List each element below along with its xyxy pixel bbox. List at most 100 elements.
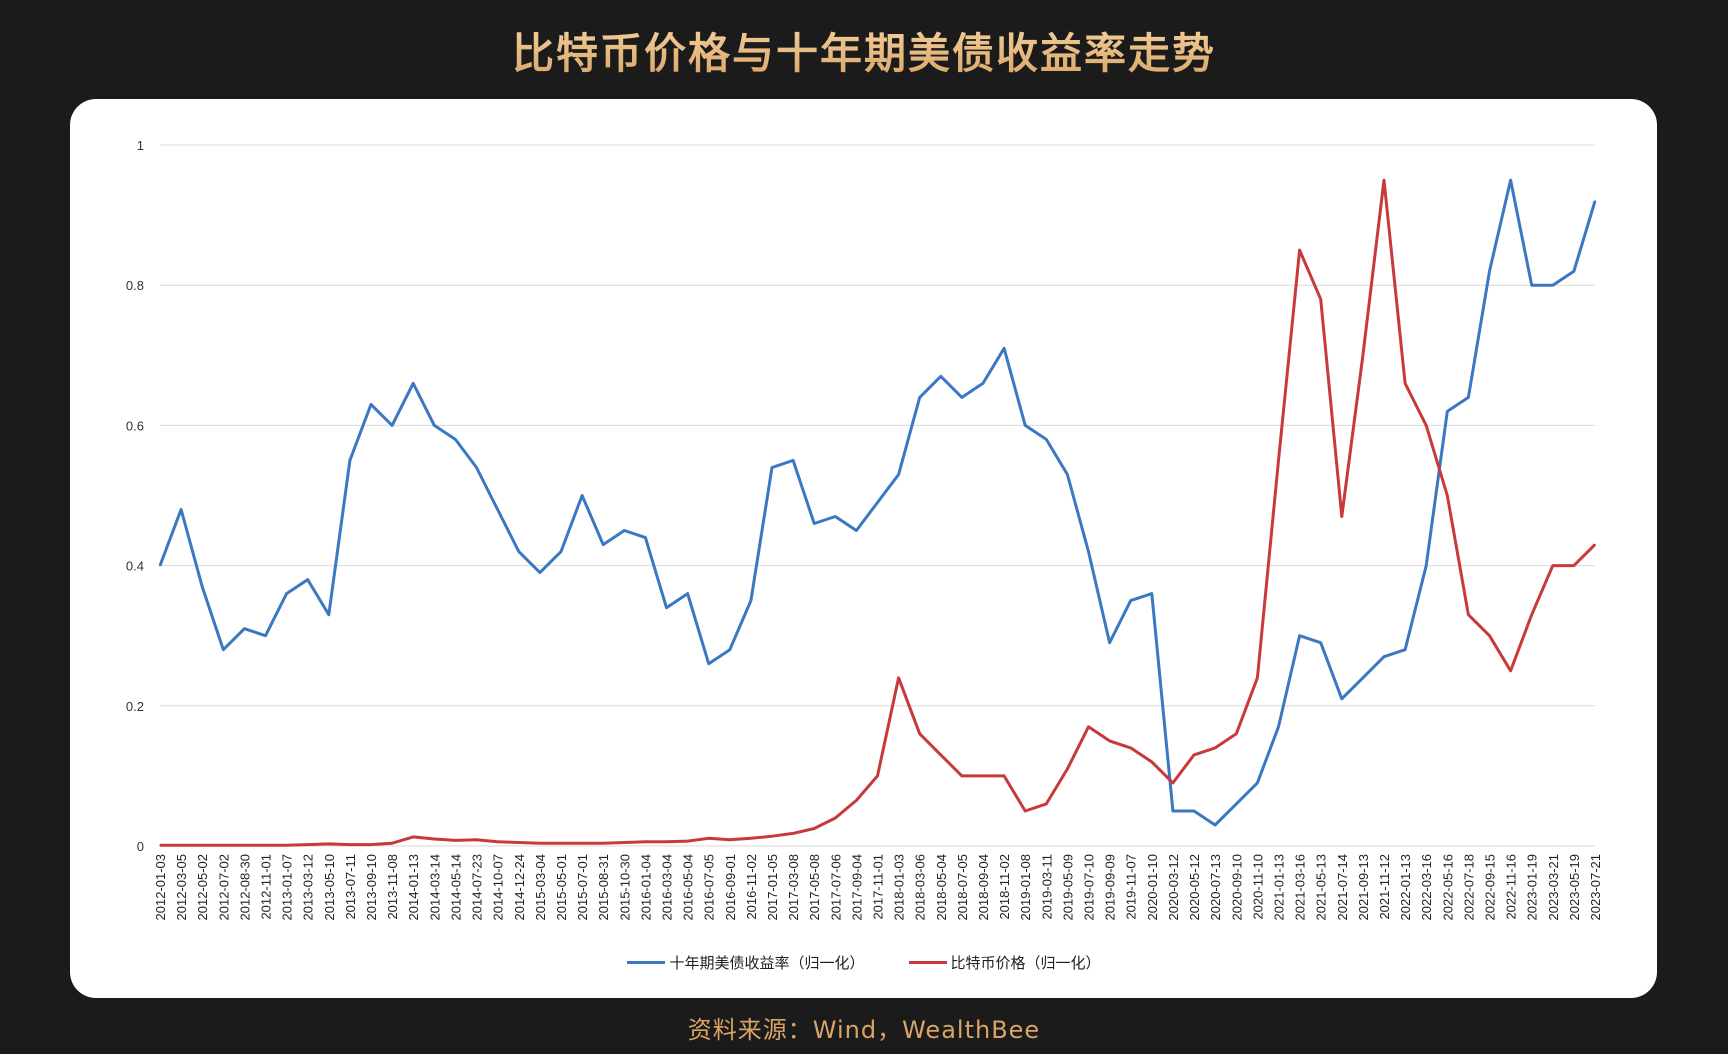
data-point (644, 536, 647, 539)
data-point (707, 837, 710, 840)
y-tick-label: 0 (137, 839, 144, 854)
data-point (370, 843, 372, 846)
data-point (1003, 347, 1005, 350)
data-point (813, 522, 815, 525)
data-point (517, 841, 520, 844)
x-tick-label: 2015-07-01 (575, 854, 590, 921)
data-point (940, 375, 942, 378)
x-tick-label: 2015-05-01 (554, 854, 569, 921)
data-point (1277, 726, 1280, 728)
series-line-bitcoin-price (160, 178, 1597, 847)
page-title: 比特币价格与十年期美债收益率走势 (0, 20, 1728, 81)
data-point (1277, 459, 1280, 462)
data-point (1530, 284, 1533, 287)
x-tick-label: 2021-09-13 (1356, 854, 1371, 921)
data-point (581, 494, 583, 497)
legend: 十年期美债收益率（归一化） 比特币价格（归一化） (0, 952, 1728, 973)
x-tick-label: 2019-09-09 (1103, 854, 1118, 921)
data-point (1129, 599, 1132, 602)
legend-item-yield: 十年期美债收益率（归一化） (627, 952, 865, 973)
y-tick-label: 0.8 (126, 278, 144, 293)
data-point (328, 613, 330, 616)
data-point (728, 838, 731, 841)
x-tick-label: 2020-05-12 (1187, 854, 1202, 921)
x-tick-label: 2016-05-04 (681, 854, 696, 921)
legend-label-btc: 比特币价格（归一化） (950, 954, 1101, 972)
data-point (1319, 641, 1322, 644)
data-point (1551, 564, 1554, 567)
data-point (855, 799, 858, 802)
data-point (750, 837, 752, 840)
data-point (1151, 761, 1153, 763)
x-tick-label: 2019-05-09 (1060, 854, 1075, 921)
x-tick-label: 2022-05-16 (1440, 854, 1455, 921)
data-point (560, 550, 562, 553)
data-point (750, 599, 752, 602)
data-point (1235, 803, 1238, 805)
data-point (180, 844, 182, 847)
data-point (1551, 284, 1554, 287)
data-point (1045, 438, 1048, 441)
x-tick-label: 2014-07-23 (470, 854, 485, 921)
y-tick-label: 0.2 (126, 699, 144, 714)
x-tick-label: 2016-11-02 (744, 854, 759, 920)
x-tick-label: 2016-01-04 (638, 854, 653, 921)
x-tick-label: 2022-07-18 (1461, 854, 1476, 921)
x-tick-label: 2021-01-13 (1271, 854, 1286, 921)
data-point (243, 844, 246, 847)
x-tick-label: 2018-05-04 (934, 854, 949, 921)
x-tick-label: 2023-05-19 (1567, 854, 1582, 921)
x-tick-label: 2019-11-07 (1124, 854, 1139, 920)
data-point (602, 543, 604, 546)
x-tick-label: 2020-09-10 (1229, 854, 1244, 921)
data-point (159, 564, 161, 567)
data-point (1425, 424, 1427, 427)
data-point (1573, 270, 1575, 272)
data-point (918, 396, 921, 399)
data-point (475, 838, 478, 841)
data-point (1319, 298, 1322, 301)
data-point (1573, 564, 1575, 567)
x-tick-label: 2020-11-10 (1250, 854, 1265, 920)
x-tick-label: 2014-01-13 (406, 854, 421, 921)
data-point (539, 842, 541, 844)
x-tick-label: 2023-07-21 (1588, 854, 1603, 921)
x-tick-label: 2012-08-30 (237, 854, 252, 921)
data-point (1193, 810, 1195, 812)
x-tick-label: 2014-03-14 (427, 854, 442, 921)
data-point (834, 817, 837, 819)
x-tick-label: 2012-11-01 (259, 854, 274, 920)
x-tick-label: 2018-09-04 (976, 854, 991, 921)
source-note: 资料来源：Wind，WealthBee (687, 1016, 1041, 1044)
y-tick-label: 0.6 (126, 418, 144, 433)
data-point (306, 843, 309, 846)
data-point (496, 508, 499, 511)
data-point (855, 529, 858, 532)
data-point (222, 844, 225, 847)
x-tick-label: 2013-11-08 (385, 854, 400, 920)
data-point (1530, 613, 1533, 616)
legend-item-btc: 比特币价格（归一化） (908, 952, 1101, 973)
x-tick-label: 2017-09-04 (849, 854, 864, 921)
data-point (180, 508, 182, 511)
data-point (644, 840, 647, 843)
data-point (581, 842, 583, 844)
data-point (475, 466, 478, 469)
data-point (243, 627, 246, 630)
data-point (328, 843, 330, 845)
x-tick-label: 2013-01-07 (280, 854, 295, 921)
data-point (1024, 424, 1027, 427)
data-point (728, 648, 731, 651)
data-point (1129, 747, 1132, 749)
data-point (1172, 810, 1174, 812)
data-point (1340, 515, 1343, 518)
data-point (982, 775, 984, 777)
data-point (1108, 641, 1111, 644)
data-point (1298, 249, 1301, 251)
data-point (517, 550, 520, 553)
data-point (897, 473, 900, 476)
x-tick-label: 2016-09-01 (723, 854, 738, 921)
data-point (1045, 803, 1048, 805)
data-point (412, 836, 415, 838)
x-tick-label: 2014-12-24 (512, 854, 527, 921)
